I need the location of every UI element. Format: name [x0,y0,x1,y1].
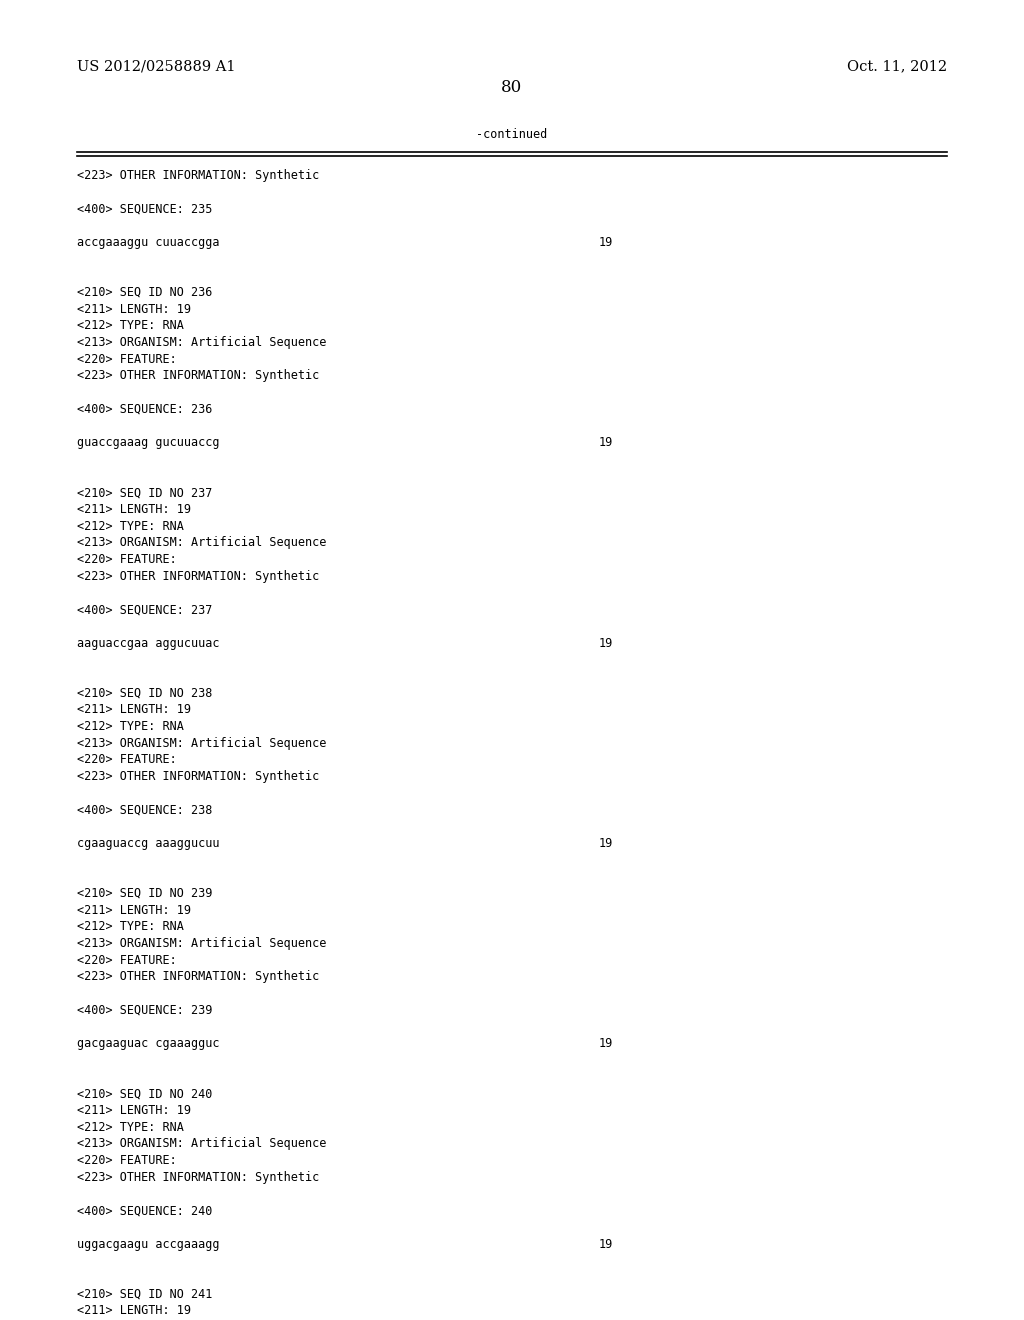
Text: <220> FEATURE:: <220> FEATURE: [77,1154,176,1167]
Text: Oct. 11, 2012: Oct. 11, 2012 [847,59,947,74]
Text: 19: 19 [599,436,613,449]
Text: <210> SEQ ID NO 241: <210> SEQ ID NO 241 [77,1288,212,1300]
Text: cgaaguaccg aaaggucuu: cgaaguaccg aaaggucuu [77,837,219,850]
Text: 19: 19 [599,636,613,649]
Text: <223> OTHER INFORMATION: Synthetic: <223> OTHER INFORMATION: Synthetic [77,570,319,582]
Text: <213> ORGANISM: Artificial Sequence: <213> ORGANISM: Artificial Sequence [77,335,327,348]
Text: -continued: -continued [476,128,548,141]
Text: <223> OTHER INFORMATION: Synthetic: <223> OTHER INFORMATION: Synthetic [77,970,319,983]
Text: <211> LENGTH: 19: <211> LENGTH: 19 [77,1304,190,1317]
Text: <213> ORGANISM: Artificial Sequence: <213> ORGANISM: Artificial Sequence [77,737,327,750]
Text: <400> SEQUENCE: 238: <400> SEQUENCE: 238 [77,804,212,817]
Text: guaccgaaag gucuuaccg: guaccgaaag gucuuaccg [77,436,219,449]
Text: <212> TYPE: RNA: <212> TYPE: RNA [77,719,183,733]
Text: 19: 19 [599,837,613,850]
Text: <223> OTHER INFORMATION: Synthetic: <223> OTHER INFORMATION: Synthetic [77,1171,319,1184]
Text: <400> SEQUENCE: 235: <400> SEQUENCE: 235 [77,202,212,215]
Text: <212> TYPE: RNA: <212> TYPE: RNA [77,520,183,532]
Text: <213> ORGANISM: Artificial Sequence: <213> ORGANISM: Artificial Sequence [77,937,327,950]
Text: <212> TYPE: RNA: <212> TYPE: RNA [77,920,183,933]
Text: <400> SEQUENCE: 239: <400> SEQUENCE: 239 [77,1003,212,1016]
Text: <211> LENGTH: 19: <211> LENGTH: 19 [77,704,190,717]
Text: <211> LENGTH: 19: <211> LENGTH: 19 [77,302,190,315]
Text: <210> SEQ ID NO 240: <210> SEQ ID NO 240 [77,1088,212,1101]
Text: aaguaccgaa aggucuuac: aaguaccgaa aggucuuac [77,636,219,649]
Text: <220> FEATURE:: <220> FEATURE: [77,553,176,566]
Text: uggacgaagu accgaaagg: uggacgaagu accgaaagg [77,1238,219,1250]
Text: <223> OTHER INFORMATION: Synthetic: <223> OTHER INFORMATION: Synthetic [77,169,319,182]
Text: 19: 19 [599,1038,613,1051]
Text: <210> SEQ ID NO 236: <210> SEQ ID NO 236 [77,286,212,298]
Text: 80: 80 [502,79,522,96]
Text: <212> TYPE: RNA: <212> TYPE: RNA [77,1121,183,1134]
Text: 19: 19 [599,1238,613,1250]
Text: <211> LENGTH: 19: <211> LENGTH: 19 [77,503,190,516]
Text: gacgaaguac cgaaagguc: gacgaaguac cgaaagguc [77,1038,219,1051]
Text: 19: 19 [599,236,613,248]
Text: <211> LENGTH: 19: <211> LENGTH: 19 [77,1104,190,1117]
Text: <400> SEQUENCE: 237: <400> SEQUENCE: 237 [77,603,212,616]
Text: <213> ORGANISM: Artificial Sequence: <213> ORGANISM: Artificial Sequence [77,536,327,549]
Text: US 2012/0258889 A1: US 2012/0258889 A1 [77,59,236,74]
Text: <210> SEQ ID NO 238: <210> SEQ ID NO 238 [77,686,212,700]
Text: <211> LENGTH: 19: <211> LENGTH: 19 [77,904,190,916]
Text: <400> SEQUENCE: 240: <400> SEQUENCE: 240 [77,1204,212,1217]
Text: <210> SEQ ID NO 237: <210> SEQ ID NO 237 [77,486,212,499]
Text: <212> TYPE: RNA: <212> TYPE: RNA [77,319,183,333]
Text: <220> FEATURE:: <220> FEATURE: [77,352,176,366]
Text: <210> SEQ ID NO 239: <210> SEQ ID NO 239 [77,887,212,900]
Text: accgaaaggu cuuaccgga: accgaaaggu cuuaccgga [77,236,219,248]
Text: <220> FEATURE:: <220> FEATURE: [77,754,176,767]
Text: <223> OTHER INFORMATION: Synthetic: <223> OTHER INFORMATION: Synthetic [77,770,319,783]
Text: <223> OTHER INFORMATION: Synthetic: <223> OTHER INFORMATION: Synthetic [77,370,319,383]
Text: <220> FEATURE:: <220> FEATURE: [77,954,176,966]
Text: <400> SEQUENCE: 236: <400> SEQUENCE: 236 [77,403,212,416]
Text: <213> ORGANISM: Artificial Sequence: <213> ORGANISM: Artificial Sequence [77,1138,327,1151]
